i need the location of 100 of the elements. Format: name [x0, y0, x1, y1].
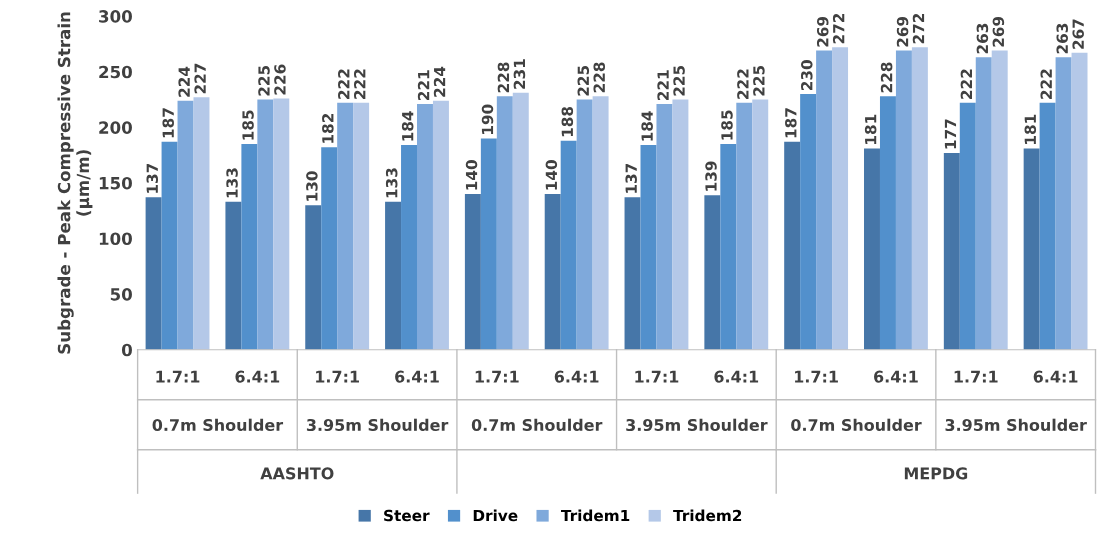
data-label: 181	[1024, 114, 1037, 144]
bar	[257, 99, 274, 350]
bar	[784, 141, 801, 350]
bar	[864, 148, 880, 350]
y-tick-label: 0	[121, 343, 132, 357]
x-tick-label: 1.7:1	[954, 370, 998, 383]
data-label: 225	[577, 65, 590, 96]
data-label: 269	[896, 16, 909, 47]
data-label: 222	[1040, 69, 1052, 99]
text: AASHTO	[260, 467, 334, 480]
bar	[1055, 57, 1072, 350]
data-label: 184	[641, 111, 653, 141]
bar	[1071, 52, 1088, 350]
bar	[975, 57, 992, 350]
data-label: 222	[338, 69, 350, 99]
bar	[512, 92, 529, 350]
data-label: 140	[545, 160, 558, 190]
data-label: 226	[274, 64, 286, 95]
data-label: 133	[226, 168, 238, 198]
bar	[337, 102, 354, 350]
bar	[401, 145, 417, 350]
bar	[1039, 102, 1056, 350]
data-label: 272	[832, 13, 845, 44]
data-label: 133	[385, 168, 398, 198]
x-tick-label: 1.7:1	[316, 370, 359, 383]
bar	[145, 197, 162, 350]
data-label: 139	[705, 161, 717, 191]
y-tick-label: 50	[110, 288, 132, 301]
data-label: 177	[944, 119, 957, 149]
x-tick-label: 6.4:1	[235, 370, 280, 383]
data-label: 267	[1072, 19, 1084, 49]
bar	[225, 201, 242, 350]
data-label: 231	[513, 59, 526, 89]
data-label: 225	[673, 65, 685, 96]
bar	[305, 205, 322, 350]
data-label: 228	[880, 62, 893, 93]
bar	[576, 99, 593, 350]
data-label: 263	[1056, 23, 1068, 54]
data-label: 228	[497, 62, 510, 93]
x-tick-label: 6.4:1	[1033, 370, 1078, 383]
bar	[832, 47, 849, 350]
x-tick-label: 6.4:1	[874, 370, 918, 383]
bar	[672, 99, 689, 350]
bar	[161, 141, 178, 350]
data-label: 224	[178, 66, 190, 97]
x-tick-label: 1.7:1	[795, 370, 838, 383]
y-axis-title: Subgrade - Peak Compressive Strain (µm/m)	[57, 12, 93, 354]
bar	[417, 103, 433, 350]
x-tick-label: 6.4:1	[714, 370, 759, 383]
text: 0.7m Shoulder	[471, 418, 603, 432]
data-label: 269	[992, 16, 1005, 47]
bar	[959, 102, 976, 350]
data-label: 221	[657, 70, 669, 100]
bar	[879, 96, 896, 350]
bar	[464, 194, 481, 350]
bar	[321, 147, 338, 350]
legend-label: Tridem2	[673, 509, 742, 522]
bar	[496, 96, 513, 350]
bar	[1023, 148, 1040, 350]
text: 3.95m Shoulder	[306, 418, 449, 432]
bar	[752, 99, 769, 350]
bar	[544, 194, 561, 350]
bar	[800, 93, 817, 350]
data-label: 182	[322, 114, 334, 143]
text: 0.7m Shoulder	[152, 418, 284, 432]
y-tick-label: 150	[99, 176, 132, 190]
bar	[943, 152, 960, 350]
data-label: 230	[801, 60, 813, 90]
bar	[385, 201, 402, 350]
data-label: 185	[721, 110, 733, 140]
legend-label: Steer	[384, 509, 430, 522]
x-tick-label: 1.7:1	[635, 370, 679, 383]
x-tick-label: 1.7:1	[156, 370, 200, 383]
bar	[991, 50, 1008, 350]
text: 3.95m Shoulder	[945, 418, 1087, 432]
bar	[816, 50, 833, 350]
bar	[353, 102, 370, 350]
data-label: 225	[753, 65, 765, 96]
legend-label: Tridem1	[560, 509, 630, 522]
data-label: 188	[561, 106, 574, 137]
bar	[656, 103, 673, 350]
y-tick-label: 300	[99, 10, 132, 23]
data-label: 269	[816, 16, 829, 47]
data-label: 181	[864, 114, 877, 144]
bar	[560, 140, 577, 350]
bar	[736, 102, 753, 350]
data-label: 190	[481, 104, 494, 134]
x-tick-label: 1.7:1	[475, 370, 519, 383]
x-tick-label: 6.4:1	[395, 370, 439, 383]
y-tick-label: 200	[99, 121, 132, 134]
data-label: 222	[354, 69, 366, 99]
legend-label: Drive	[473, 509, 518, 522]
data-label: 187	[785, 108, 797, 138]
bar	[193, 97, 210, 350]
data-label: 228	[593, 62, 606, 93]
data-label: 227	[194, 63, 206, 94]
text: 3.95m Shoulder	[626, 418, 768, 432]
bar	[273, 98, 290, 350]
bar	[624, 197, 641, 350]
bar	[911, 47, 928, 350]
